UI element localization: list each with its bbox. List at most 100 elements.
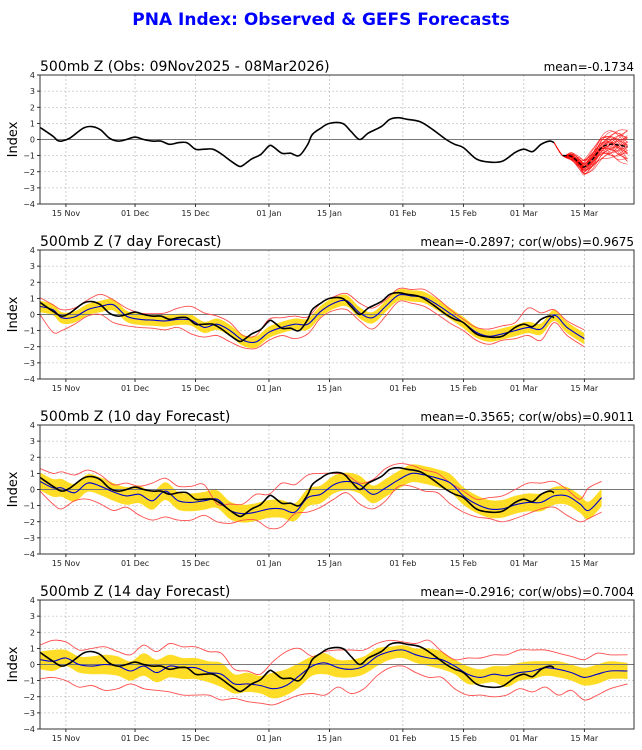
y-tick-label: 4 xyxy=(30,71,35,80)
spread-lower-line xyxy=(39,484,602,530)
y-axis-label: Index xyxy=(6,471,21,507)
y-tick-label: 4 xyxy=(30,596,35,605)
y-tick-label: −2 xyxy=(23,343,35,352)
ensemble-member-line xyxy=(553,138,628,162)
ensemble-member-line xyxy=(553,130,628,169)
x-tick-label: 15 Jan xyxy=(317,384,342,393)
ensemble-member-line xyxy=(553,129,628,162)
observed-line xyxy=(39,116,555,168)
x-tick-label: 01 Feb xyxy=(389,384,416,393)
panel-title: 500mb Z (Obs: 09Nov2025 - 08Mar2026) xyxy=(40,59,330,75)
spread-band xyxy=(40,645,628,699)
x-tick-label: 01 Jan xyxy=(256,384,281,393)
x-tick-label: 15 Mar xyxy=(570,734,599,743)
x-tick-label: 01 Mar xyxy=(510,734,539,743)
spread-band xyxy=(40,464,602,523)
x-tick-label: 15 Nov xyxy=(52,209,81,218)
y-tick-label: −1 xyxy=(23,677,35,686)
x-tick-label: 15 Feb xyxy=(450,734,477,743)
y-tick-label: −2 xyxy=(23,518,35,527)
y-axis-label: Index xyxy=(6,121,21,157)
x-tick-label: 15 Mar xyxy=(570,209,599,218)
axes-frame xyxy=(39,599,635,730)
observed-line xyxy=(39,291,555,343)
y-tick-label: −3 xyxy=(23,709,35,718)
y-tick-label: 2 xyxy=(30,453,35,462)
x-tick-label: 15 Dec xyxy=(181,384,209,393)
spread-upper-line xyxy=(39,287,585,338)
y-tick-label: 0 xyxy=(30,311,35,320)
panel-stat: mean=-0.3565; cor(w/obs)=0.9011 xyxy=(420,410,634,424)
axes-frame xyxy=(39,249,635,380)
spread-band xyxy=(40,288,585,349)
x-tick-label: 01 Dec xyxy=(121,734,149,743)
y-tick-label: −4 xyxy=(23,200,35,209)
x-tick-label: 15 Feb xyxy=(450,384,477,393)
axes-frame xyxy=(39,424,635,555)
y-tick-label: 1 xyxy=(30,469,35,478)
y-tick-label: 2 xyxy=(30,278,35,287)
y-tick-label: 2 xyxy=(30,628,35,637)
x-tick-label: 01 Feb xyxy=(389,734,416,743)
x-tick-label: 01 Jan xyxy=(256,209,281,218)
x-tick-label: 15 Dec xyxy=(181,734,209,743)
panel-2: 500mb Z (7 day Forecast) mean=-0.2897; co… xyxy=(6,234,635,393)
x-tick-label: 15 Dec xyxy=(181,209,209,218)
x-tick-label: 15 Feb xyxy=(450,559,477,568)
observed-line xyxy=(39,466,555,518)
y-tick-label: 4 xyxy=(30,421,35,430)
x-tick-label: 01 Dec xyxy=(121,559,149,568)
x-tick-label: 01 Mar xyxy=(510,209,539,218)
y-tick-label: −1 xyxy=(23,152,35,161)
x-tick-label: 15 Mar xyxy=(570,559,599,568)
panel-title: 500mb Z (7 day Forecast) xyxy=(40,234,221,250)
x-tick-label: 01 Mar xyxy=(510,384,539,393)
panel-3: 500mb Z (10 day Forecast) mean=-0.3565; c… xyxy=(6,409,635,568)
x-tick-label: 15 Nov xyxy=(52,384,81,393)
x-tick-label: 15 Jan xyxy=(317,209,342,218)
x-tick-label: 15 Nov xyxy=(52,559,81,568)
y-tick-label: −4 xyxy=(23,375,35,384)
panel-stat: mean=-0.2897; cor(w/obs)=0.9675 xyxy=(420,235,634,249)
x-tick-label: 15 Feb xyxy=(450,209,477,218)
y-tick-label: −1 xyxy=(23,502,35,511)
y-tick-label: 3 xyxy=(30,262,35,271)
y-tick-label: 0 xyxy=(30,136,35,145)
y-tick-label: 1 xyxy=(30,294,35,303)
x-tick-label: 15 Jan xyxy=(317,559,342,568)
x-tick-label: 01 Dec xyxy=(121,384,149,393)
y-tick-label: 3 xyxy=(30,87,35,96)
y-tick-label: 0 xyxy=(30,661,35,670)
y-tick-label: −3 xyxy=(23,534,35,543)
x-tick-label: 01 Feb xyxy=(389,209,416,218)
y-tick-label: −1 xyxy=(23,327,35,336)
spread-upper-line xyxy=(39,639,628,676)
axes-frame xyxy=(39,74,635,205)
panel-title: 500mb Z (10 day Forecast) xyxy=(40,409,230,425)
y-tick-label: 1 xyxy=(30,119,35,128)
spread-upper-line xyxy=(39,463,602,506)
y-tick-label: 3 xyxy=(30,437,35,446)
y-tick-label: −3 xyxy=(23,184,35,193)
y-axis-label: Index xyxy=(6,296,21,332)
y-tick-label: −2 xyxy=(23,693,35,702)
x-tick-label: 01 Jan xyxy=(256,734,281,743)
spread-lower-line xyxy=(39,300,585,350)
y-tick-label: −3 xyxy=(23,359,35,368)
ensemble-mean-forecast-line xyxy=(562,143,628,168)
y-tick-label: −4 xyxy=(23,725,35,734)
x-tick-label: 15 Dec xyxy=(181,559,209,568)
x-tick-label: 15 Nov xyxy=(52,734,81,743)
panel-1: 500mb Z (Obs: 09Nov2025 - 08Mar2026) mean… xyxy=(6,59,635,218)
x-tick-label: 01 Mar xyxy=(510,559,539,568)
main-title: PNA Index: Observed & GEFS Forecasts xyxy=(132,10,510,30)
panel-stat: mean=-0.2916; cor(w/obs)=0.7004 xyxy=(420,585,634,599)
y-tick-label: 1 xyxy=(30,644,35,653)
x-tick-label: 15 Jan xyxy=(317,734,342,743)
y-axis-label: Index xyxy=(6,646,21,682)
y-tick-label: 2 xyxy=(30,103,35,112)
y-tick-label: 3 xyxy=(30,612,35,621)
ensemble-member-line xyxy=(553,137,628,165)
observed-line xyxy=(39,641,555,693)
panel-stat: mean=-0.1734 xyxy=(544,60,634,74)
